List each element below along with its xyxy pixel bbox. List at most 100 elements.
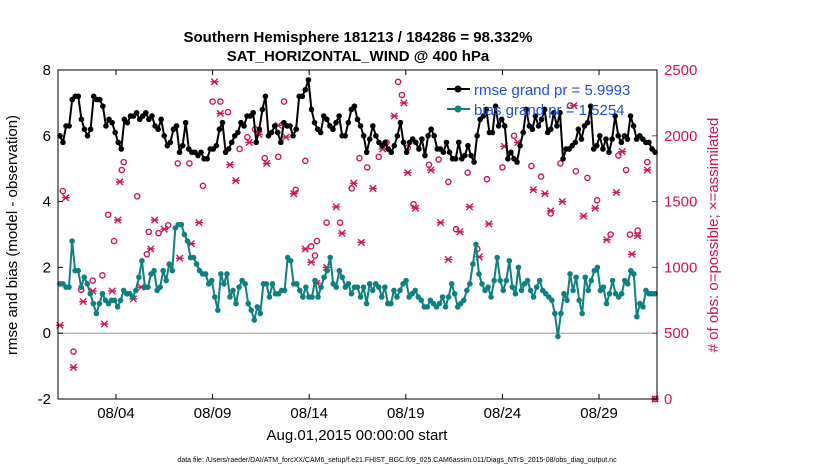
bias-point — [236, 284, 242, 290]
bias-point — [363, 300, 370, 307]
bias-point — [257, 310, 264, 317]
obs-possible-point — [634, 227, 641, 234]
y-left-tick-label-3: 4 — [43, 194, 51, 211]
rmse-point — [250, 109, 256, 116]
bias-point — [366, 281, 373, 287]
rmse-point — [311, 119, 318, 126]
obs-possible-point — [59, 187, 67, 195]
obs-assimilated-point — [602, 236, 611, 244]
bias-point — [618, 290, 625, 297]
rmse-point — [394, 133, 401, 139]
bias-point — [530, 294, 537, 300]
bias-point — [549, 297, 555, 304]
rmse-point — [618, 139, 625, 146]
bias-point — [573, 274, 579, 281]
bias-point — [391, 287, 397, 294]
obs-assimilated-point — [56, 321, 64, 329]
rmse-point — [370, 123, 376, 129]
obs-possible-point — [607, 231, 614, 238]
obs-assimilated-point — [245, 138, 254, 147]
obs-assimilated-point — [579, 212, 588, 220]
rmse-point — [342, 133, 349, 139]
rmse-point — [627, 113, 634, 119]
rmse-point — [532, 113, 539, 119]
obs-assimilated-point — [226, 161, 234, 169]
rmse-point — [480, 113, 487, 119]
obs-assimilated-point — [633, 232, 642, 240]
obs-assimilated-point — [436, 218, 445, 227]
rmse-point — [584, 119, 591, 126]
obs-possible-point — [425, 161, 433, 169]
chart-title-line1: Southern Hemisphere 181213 / 184286 = 98… — [184, 29, 533, 46]
rmse-point — [149, 113, 155, 119]
bias-point — [215, 307, 221, 313]
y-left-tick-label-4: 6 — [43, 128, 51, 145]
obs-possible-point — [398, 91, 406, 99]
rmse-point — [216, 126, 223, 133]
y-right-tick-label-1: 500 — [664, 325, 689, 342]
rmse-point — [492, 103, 499, 109]
legend-bias-label: bias grand pr = 1.5254 — [474, 102, 625, 119]
rmse-point — [271, 123, 278, 129]
rmse-point — [84, 133, 91, 139]
bias-point — [145, 284, 151, 290]
bias-point — [518, 287, 525, 294]
bias-point — [394, 294, 400, 300]
rmse-point — [176, 149, 183, 156]
bias-point — [357, 294, 364, 300]
rmse-point — [87, 126, 94, 133]
rmse-point — [440, 149, 447, 156]
bias-point — [606, 290, 613, 297]
rmse-point — [225, 146, 232, 152]
obs-possible-point — [224, 108, 232, 116]
obs-possible-point — [143, 250, 151, 258]
bias-point — [527, 287, 534, 294]
bias-point — [382, 284, 388, 290]
obs-assimilated-point — [69, 363, 78, 372]
bias-point — [451, 290, 458, 297]
bias-point — [251, 317, 258, 323]
x-tick-label-0: 08/04 — [97, 405, 135, 422]
rmse-point — [428, 126, 434, 133]
rmse-point — [287, 123, 293, 129]
obs-possible-point — [89, 277, 97, 284]
y-left-tick-label-0: -2 — [38, 391, 51, 408]
y-right-tick-label-4: 2000 — [664, 128, 697, 145]
obs-possible-point — [110, 237, 118, 245]
y-axis-left-label: rmse and bias (model - observation) — [4, 115, 21, 355]
obs-assimilated-point — [570, 101, 578, 110]
obs-assimilated-point — [210, 78, 219, 86]
obs-assimilated-point — [79, 297, 87, 306]
rmse-point — [363, 149, 370, 156]
bias-point — [111, 297, 118, 304]
bias-point — [652, 290, 658, 297]
bias-point — [403, 277, 409, 284]
obs-possible-point — [120, 158, 127, 166]
rmse-point — [624, 136, 631, 142]
obs-assimilated-point — [357, 238, 366, 247]
obs-possible-point — [155, 229, 162, 237]
obs-possible-point — [445, 178, 452, 186]
rmse-point — [204, 156, 210, 162]
bias-point — [336, 267, 343, 274]
rmse-point — [81, 126, 88, 133]
y-left-tick-label-1: 0 — [43, 325, 51, 342]
obs-assimilated-point — [349, 179, 358, 187]
bias-point — [233, 300, 239, 307]
bias-point — [473, 241, 479, 248]
bias-point — [84, 281, 91, 287]
bias-point — [160, 267, 166, 274]
obs-assimilated-point — [591, 204, 600, 212]
obs-assimilated-point — [338, 229, 346, 237]
rmse-point — [455, 139, 462, 146]
bias-point — [345, 281, 352, 287]
obs-possible-point — [311, 252, 319, 259]
obs-assimilated-point — [411, 204, 420, 212]
obs-assimilated-point — [289, 190, 298, 198]
rmse-point — [425, 133, 431, 139]
rmse-point — [60, 139, 66, 146]
obs-possible-point — [186, 160, 193, 167]
x-tick-label-1: 08/09 — [194, 405, 232, 422]
obs-possible-point — [644, 158, 651, 166]
bias-point — [552, 310, 558, 317]
